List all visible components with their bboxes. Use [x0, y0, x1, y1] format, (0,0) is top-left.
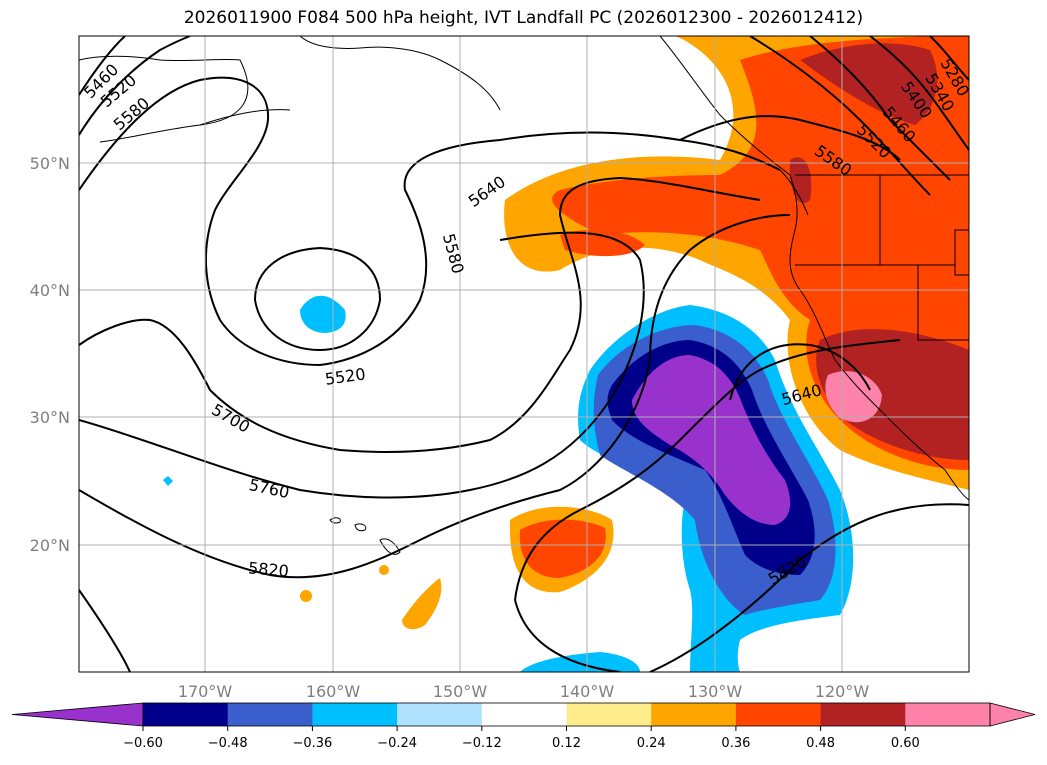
longitude-label: 150°W [433, 682, 488, 701]
colorbar-segment [820, 703, 906, 726]
latitude-label: 30°N [30, 408, 70, 427]
colorbar-tick-label: −0.60 [123, 736, 163, 751]
colorbar-segment [735, 703, 822, 726]
positive-pc-shading [300, 36, 969, 630]
colorbar: −0.60 −0.48 −0.36 −0.24 −0.12 0.12 0.24 0.36 0.4… [11, 702, 1036, 751]
colorbar-extension-high [989, 702, 1036, 727]
colorbar-tick-label: −0.48 [208, 736, 248, 751]
height-contours [79, 36, 969, 672]
colorbar-tick-label: 0.48 [806, 736, 835, 751]
longitude-label: 120°W [815, 682, 870, 701]
colorbar-segment [312, 703, 398, 726]
colorbar-tick-label: −0.36 [292, 736, 332, 751]
contour-label: 5820 [247, 558, 289, 580]
colorbar-tick-label: −0.24 [377, 736, 417, 751]
latitude-axis: 50°N 40°N 30°N 20°N [30, 154, 70, 555]
longitude-axis: 170°W 160°W 150°W 140°W 130°W 120°W [178, 682, 870, 701]
graticule [79, 36, 969, 672]
map-frame [78, 35, 970, 673]
colorbar-segment [227, 703, 313, 726]
coastlines [79, 36, 969, 501]
colorbar-segment [481, 703, 567, 726]
colorbar-tick-label: 0.36 [721, 736, 750, 751]
map-title: 2026011900 F084 500 hPa height, IVT Land… [183, 8, 864, 28]
longitude-label: 170°W [178, 682, 233, 701]
colorbar-segment [651, 703, 737, 726]
longitude-label: 160°W [306, 682, 361, 701]
colorbar-tick-label: 0.12 [552, 736, 581, 751]
colorbar-segment [905, 703, 991, 726]
colorbar-segment [397, 703, 483, 726]
latitude-label: 40°N [30, 281, 70, 300]
colorbar-tick-label: −0.12 [462, 736, 502, 751]
colorbar-tick-label: 0.60 [891, 736, 920, 751]
colorbar-segment [566, 703, 652, 726]
latitude-label: 20°N [30, 536, 70, 555]
longitude-label: 140°W [560, 682, 615, 701]
latitude-label: 50°N [30, 154, 70, 173]
colorbar-tick-label: 0.24 [637, 736, 666, 751]
map-plot-area: 5460 5520 5580 5640 5580 5520 5700 5760 … [79, 36, 969, 672]
islands [329, 517, 401, 555]
colorbar-extension-low [11, 702, 144, 727]
longitude-label: 130°W [688, 682, 743, 701]
colorbar-segment [143, 703, 229, 726]
